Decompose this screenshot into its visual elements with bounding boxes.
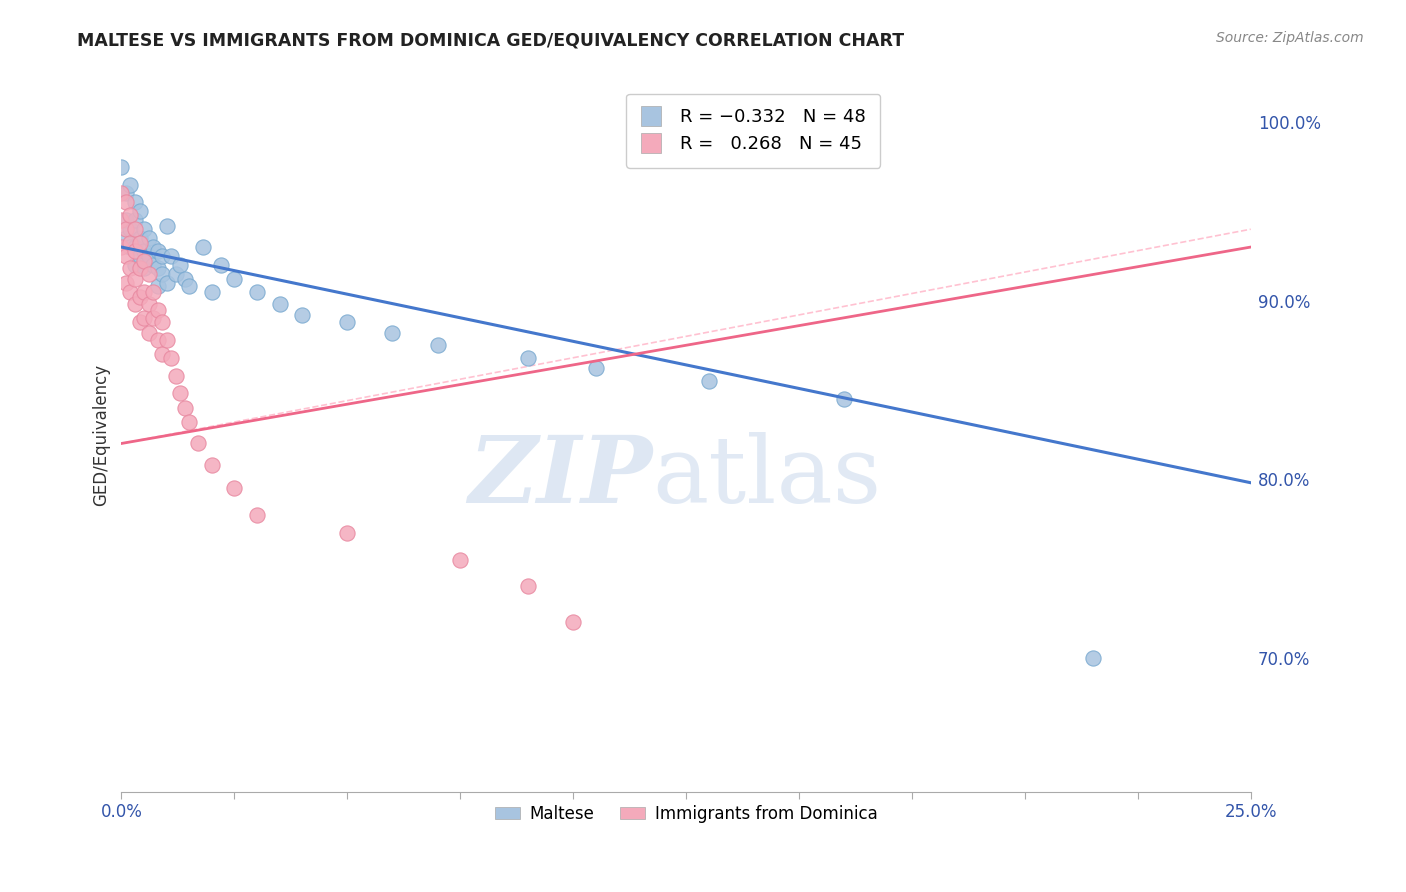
Point <box>128 231 150 245</box>
Point <box>224 272 246 286</box>
Point <box>128 204 150 219</box>
Point <box>191 240 214 254</box>
Point <box>224 481 246 495</box>
Point <box>124 258 146 272</box>
Point <box>120 236 142 251</box>
Point <box>110 240 132 254</box>
Point <box>124 213 146 227</box>
Point <box>120 222 142 236</box>
Point <box>156 219 179 233</box>
Point <box>160 351 183 365</box>
Point <box>150 267 173 281</box>
Point <box>1081 650 1104 665</box>
Point <box>336 315 359 329</box>
Legend: Maltese, Immigrants from Dominica: Maltese, Immigrants from Dominica <box>488 798 884 830</box>
Point <box>426 338 449 352</box>
Point <box>128 261 150 276</box>
Point <box>132 254 155 268</box>
Y-axis label: GED/Equivalency: GED/Equivalency <box>93 363 110 506</box>
Point <box>209 258 232 272</box>
Point <box>269 297 291 311</box>
Point <box>115 249 138 263</box>
Point <box>138 267 160 281</box>
Text: atlas: atlas <box>652 433 882 523</box>
Point <box>562 615 585 629</box>
Point <box>124 222 146 236</box>
Point <box>110 160 132 174</box>
Point <box>132 311 155 326</box>
Point <box>246 508 269 522</box>
Point <box>138 249 160 263</box>
Point <box>124 244 146 258</box>
Point <box>142 258 165 272</box>
Point <box>132 222 155 236</box>
Point <box>336 525 359 540</box>
Point <box>120 240 142 254</box>
Point <box>146 279 169 293</box>
Point <box>132 244 155 258</box>
Point <box>138 326 160 340</box>
Point <box>832 392 855 406</box>
Point <box>124 195 146 210</box>
Point <box>160 249 183 263</box>
Point <box>115 276 138 290</box>
Point <box>115 213 138 227</box>
Point <box>201 458 224 472</box>
Point <box>142 285 165 299</box>
Point <box>449 552 471 566</box>
Point <box>128 236 150 251</box>
Point <box>173 272 195 286</box>
Point <box>120 285 142 299</box>
Point <box>165 368 187 383</box>
Text: Source: ZipAtlas.com: Source: ZipAtlas.com <box>1216 31 1364 45</box>
Point <box>120 178 142 192</box>
Point <box>146 261 169 276</box>
Point <box>150 249 173 263</box>
Point <box>146 302 169 317</box>
Point <box>156 333 179 347</box>
Point <box>128 290 150 304</box>
Point <box>138 297 160 311</box>
Point <box>246 285 269 299</box>
Point <box>517 579 540 593</box>
Point <box>585 361 607 376</box>
Point <box>115 231 138 245</box>
Point <box>146 244 169 258</box>
Point <box>115 186 138 201</box>
Point <box>179 415 201 429</box>
Point <box>115 222 138 236</box>
Point <box>124 297 146 311</box>
Point <box>142 240 165 254</box>
Point <box>124 272 146 286</box>
Point <box>124 240 146 254</box>
Point <box>128 249 150 263</box>
Point <box>179 279 201 293</box>
Point <box>169 386 191 401</box>
Point <box>156 276 179 290</box>
Point <box>381 326 404 340</box>
Text: ZIP: ZIP <box>468 433 652 523</box>
Point <box>110 213 132 227</box>
Point <box>132 261 155 276</box>
Point <box>150 315 173 329</box>
Point <box>150 347 173 361</box>
Point <box>110 186 132 201</box>
Point <box>169 258 191 272</box>
Point <box>187 436 209 450</box>
Point <box>517 351 540 365</box>
Point <box>115 195 138 210</box>
Point <box>138 231 160 245</box>
Point <box>128 315 150 329</box>
Point <box>120 261 142 276</box>
Point <box>165 267 187 281</box>
Point <box>120 208 142 222</box>
Text: MALTESE VS IMMIGRANTS FROM DOMINICA GED/EQUIVALENCY CORRELATION CHART: MALTESE VS IMMIGRANTS FROM DOMINICA GED/… <box>77 31 904 49</box>
Point <box>142 311 165 326</box>
Point <box>697 374 720 388</box>
Point <box>173 401 195 415</box>
Point <box>132 285 155 299</box>
Point <box>146 333 169 347</box>
Point <box>291 308 314 322</box>
Point <box>201 285 224 299</box>
